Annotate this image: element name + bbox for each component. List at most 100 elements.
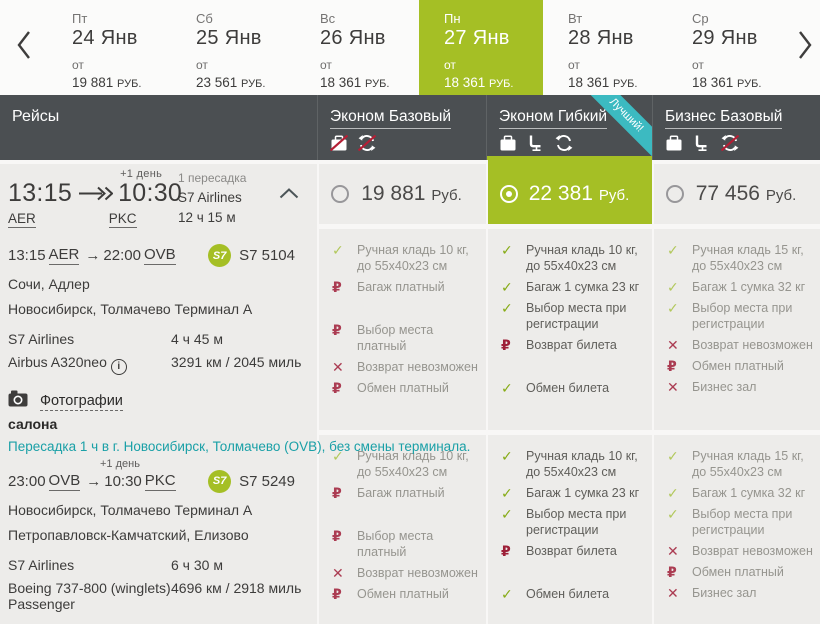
feature-text: Бизнес зал [692, 380, 757, 394]
flights-label: Рейсы [12, 108, 60, 125]
fare-feature: ✕ Возврат невозможен [667, 337, 814, 353]
flight-segment-2: +1 день 23:00 OVB → 10:30 PKC S7 S7 5249… [8, 458, 309, 619]
fare-table-body: 13:15 +1 день 10:30 AER PKC 1 пересадка … [0, 160, 820, 624]
seg2-dep-time: 23:00 [8, 472, 46, 490]
fare-column-1: 19 881 Руб. ✓ Ручная кладь 10 кг, до 55x40… [317, 160, 486, 624]
collapse-flight-button[interactable] [279, 186, 299, 204]
summary-plus-day: +1 день [120, 168, 163, 180]
baggage-icon [665, 134, 683, 156]
feature-text: Выбор места при регистрации [692, 301, 793, 331]
date-option-26-Янв[interactable]: Вс 26 Янв от 18 361 РУБ. [295, 0, 419, 95]
feature-text: Ручная кладь 10 кг, до 55x40x23 см [357, 243, 469, 273]
fare-features-segment-1: ✓ Ручная кладь 10 кг, до 55x40x23 см ₽ Бага… [319, 224, 486, 430]
fare-option-3[interactable]: 77 456 Руб. [654, 160, 820, 224]
feature-text: Багаж платный [357, 486, 445, 500]
fare-feature: ✓ Выбор места при регистрации [667, 300, 814, 332]
fare-features-segment-2: ✓ Ручная кладь 10 кг, до 55x40x23 см ₽ Бага… [319, 430, 486, 624]
fare-feature: ₽ Багаж платный [332, 279, 480, 295]
fare-feature: ✕ Бизнес зал [667, 585, 814, 601]
fare-features-segment-2: ✓ Ручная кладь 10 кг, до 55x40x23 см ✓ Бага… [488, 430, 652, 624]
cross-icon: ✕ [332, 565, 344, 581]
fare-class-link[interactable]: Эконом Гибкий [499, 108, 608, 129]
from-label: от [692, 58, 704, 72]
fare-feature: ✓ Багаж 1 сумка 23 кг [501, 485, 646, 501]
rub-icon: ₽ [501, 543, 511, 559]
feature-text: Багаж 1 сумка 32 кг [692, 486, 806, 500]
check-icon: ✓ [667, 448, 679, 464]
feature-text: Ручная кладь 10 кг, до 55x40x23 см [526, 449, 638, 479]
date-price: 18 361 РУБ. [568, 75, 638, 90]
fare-column-2: 22 381 Руб. ✓ Ручная кладь 10 кг, до 55x40… [486, 160, 652, 624]
photos-link-text: Фотографии [40, 392, 123, 411]
rub-icon: ₽ [332, 380, 342, 396]
rub-icon: ₽ [332, 279, 342, 295]
cross-icon: ✕ [667, 379, 679, 395]
cross-icon: ✕ [667, 585, 679, 601]
fare-option-1[interactable]: 19 881 Руб. [319, 160, 486, 224]
info-icon[interactable]: i [110, 358, 127, 375]
check-icon: ✓ [501, 506, 513, 522]
route-arrow-icon [79, 186, 114, 201]
seg1-dep-code-link[interactable]: AER [48, 246, 80, 265]
chevron-right-icon [798, 30, 813, 65]
from-label: от [196, 58, 208, 72]
seg1-arr-code-link[interactable]: OVB [143, 246, 176, 265]
fare-column-header-1: Эконом Базовый [317, 95, 486, 160]
next-dates-button[interactable] [791, 0, 820, 95]
seg2-plus-day: +1 день [100, 457, 140, 470]
fare-features-segment-2: ✓ Ручная кладь 15 кг, до 55x40x23 см ✓ Бага… [654, 430, 820, 624]
fare-feature: ✓ Ручная кладь 10 кг, до 55x40x23 см [332, 242, 480, 274]
seg1-duration: 4 ч 45 м [171, 331, 223, 347]
feature-text: Возврат билета [526, 544, 617, 558]
fare-feature: ✓ Выбор места при регистрации [501, 300, 646, 332]
fare-radio[interactable] [666, 185, 684, 203]
summary-airline: S7 Airlines [178, 190, 242, 205]
fare-feature: ₽ Обмен платный [332, 380, 480, 396]
seg2-flight-number: S7 5249 [239, 472, 295, 490]
seg1-distance: 3291 км / 2045 миль [171, 354, 302, 370]
date-option-24-Янв[interactable]: Пт 24 Янв от 19 881 РУБ. [47, 0, 171, 95]
rub-icon: ₽ [332, 485, 342, 501]
arrive-airport-code-link[interactable]: PKC [108, 211, 137, 228]
fare-feature: ₽ Багаж платный [332, 485, 480, 501]
fare-feature: ✓ Багаж 1 сумка 32 кг [667, 485, 814, 501]
summary-arrive-time: 10:30 [118, 179, 183, 207]
date-price: 19 881 РУБ. [72, 75, 142, 90]
feature-text: Выбор места при регистрации [692, 507, 793, 537]
feature-text: Обмен платный [357, 381, 449, 395]
fare-radio[interactable] [500, 185, 518, 203]
s7-airline-logo: S7 [208, 469, 232, 493]
fare-table-header: Рейсы Эконом Базовый Эконом Гибкий Лучший!… [0, 95, 820, 160]
date-option-27-Янв[interactable]: Пн 27 Янв от 18 361 РУБ. [419, 0, 543, 95]
seg2-arr-time: 10:30 [104, 472, 142, 490]
fare-radio[interactable] [331, 185, 349, 203]
date-option-25-Янв[interactable]: Сб 25 Янв от 23 561 РУБ. [171, 0, 295, 95]
baggage-icon [499, 134, 517, 156]
transfer-note: Пересадка 1 ч в г. Новосибирск, Толмачев… [8, 438, 471, 454]
s7-airline-logo: S7 [208, 244, 232, 267]
date-option-28-Янв[interactable]: Вт 28 Янв от 18 361 РУБ. [543, 0, 667, 95]
chevron-up-icon [279, 186, 299, 203]
baggage-icon-slashed [329, 134, 349, 156]
seg2-arr-code-link[interactable]: PKC [144, 471, 176, 491]
prev-dates-button[interactable] [0, 0, 47, 95]
fare-class-link[interactable]: Эконом Базовый [330, 108, 452, 129]
check-icon: ✓ [667, 242, 679, 258]
fare-option-2[interactable]: 22 381 Руб. [488, 160, 652, 224]
photos-link-text-2: салона [8, 415, 58, 432]
feature-text: Ручная кладь 15 кг, до 55x40x23 см [692, 243, 804, 273]
seg1-airline: S7 Airlines [8, 331, 75, 347]
check-icon: ✓ [667, 506, 679, 522]
date-label: 26 Янв [320, 27, 386, 49]
feature-text: Багаж 1 сумка 23 кг [526, 280, 640, 294]
date-option-29-Янв[interactable]: Ср 29 Янв от 18 361 РУБ. [667, 0, 791, 95]
fare-class-link[interactable]: Бизнес Базовый [665, 108, 783, 129]
depart-airport-code-link[interactable]: AER [8, 211, 36, 228]
feature-text: Багаж 1 сумка 32 кг [692, 280, 806, 294]
fare-feature: ✓ Багаж 1 сумка 32 кг [667, 279, 814, 295]
feature-text: Багаж 1 сумка 23 кг [526, 486, 640, 500]
cabin-photos-link[interactable]: Фотографии салона [8, 390, 309, 432]
feature-text: Возврат невозможен [357, 360, 478, 374]
seg2-dep-code-link[interactable]: OVB [48, 471, 81, 491]
